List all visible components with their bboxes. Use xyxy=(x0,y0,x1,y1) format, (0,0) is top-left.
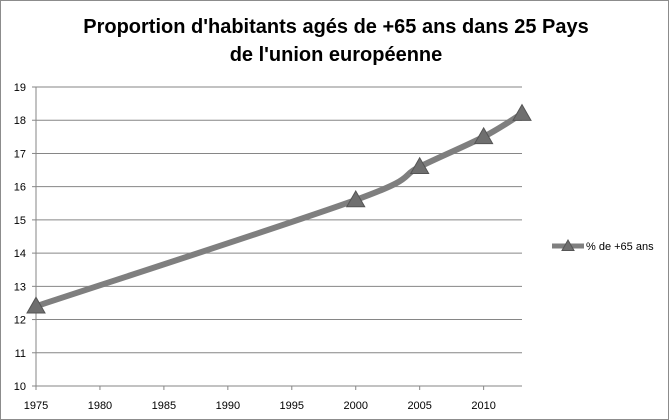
y-tick-label-14: 14 xyxy=(14,248,26,260)
x-tick-label-2000: 2000 xyxy=(343,400,367,412)
x-tick-label-1990: 1990 xyxy=(216,400,240,412)
y-tick-label-16: 16 xyxy=(14,182,26,194)
y-tick-label-17: 17 xyxy=(14,148,26,160)
y-tick-label-10: 10 xyxy=(14,381,26,393)
data-point-2000 xyxy=(345,189,366,208)
gridlines xyxy=(36,86,522,354)
y-tick-label-18: 18 xyxy=(14,115,26,127)
y-tick-label-15: 15 xyxy=(14,215,26,227)
y-tick-label-19: 19 xyxy=(14,82,26,94)
y-tick-label-11: 11 xyxy=(15,348,26,360)
y-tick-label-12: 12 xyxy=(14,315,26,327)
y-tick-label-13: 13 xyxy=(14,281,26,293)
x-tick-label-2010: 2010 xyxy=(471,400,495,412)
x-tick-label-1975: 1975 xyxy=(24,400,48,412)
axes: 10 11 12 13 14 15 16 17 18 19 1975 1980 1985 1990 1995… xyxy=(14,82,522,412)
legend-label-0: % de +65 ans xyxy=(586,241,654,253)
legend: % de +65 ans xyxy=(552,238,654,253)
chart-title-line-2: de l'union européenne xyxy=(229,44,443,66)
data-point-1975 xyxy=(26,296,46,314)
x-tick-label-1995: 1995 xyxy=(280,400,304,412)
x-tick-label-1980: 1980 xyxy=(88,400,112,412)
legend-marker-0 xyxy=(561,238,575,251)
series-line-0 xyxy=(33,110,525,310)
series xyxy=(26,103,532,314)
chart-title: Proportion d'habitants agés de +65 ans d… xyxy=(21,13,651,69)
chart-title-line-1: Proportion d'habitants agés de +65 ans d… xyxy=(83,16,589,38)
data-point-2013 xyxy=(512,103,532,121)
x-tick-label-1985: 1985 xyxy=(152,400,176,412)
data-point-2005 xyxy=(409,156,430,174)
x-tick-label-2005: 2005 xyxy=(407,400,431,412)
data-point-2010 xyxy=(473,126,494,145)
